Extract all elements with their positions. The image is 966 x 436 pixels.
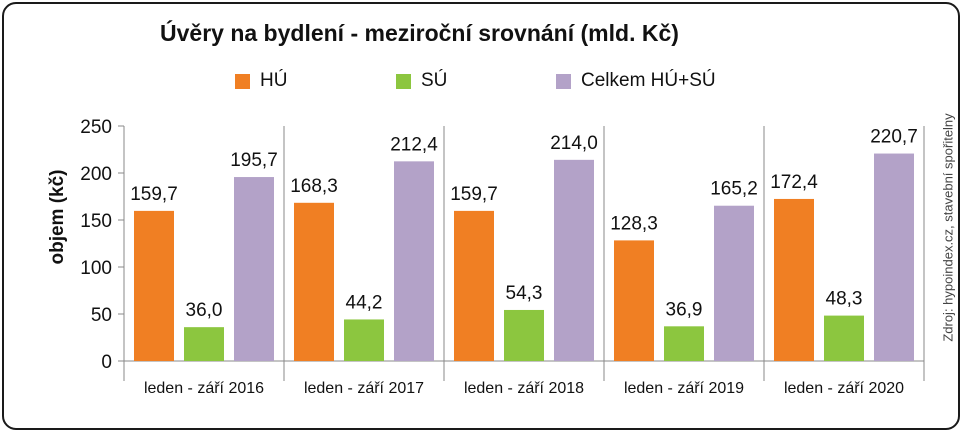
bar-celkem xyxy=(714,205,754,361)
legend-item-celkem: Celkem HÚ+SÚ xyxy=(556,70,716,92)
x-tick-label: leden - září 2016 xyxy=(144,380,264,397)
legend-item-su: SÚ xyxy=(396,70,447,92)
bar-celkem xyxy=(234,177,274,361)
bar-hu xyxy=(134,210,174,361)
bar-su xyxy=(664,326,704,361)
y-tick-label: 100 xyxy=(80,258,112,279)
y-tick-label: 0 xyxy=(101,352,112,373)
legend-item-hu: HÚ xyxy=(235,70,287,92)
bar-celkem xyxy=(554,159,594,361)
y-tick-label: 250 xyxy=(80,117,112,138)
data-label: 159,7 xyxy=(450,184,498,205)
data-label: 168,3 xyxy=(290,176,338,197)
data-label: 220,7 xyxy=(870,127,918,148)
legend-swatch-celkem xyxy=(556,73,571,89)
bar-celkem xyxy=(874,153,914,361)
x-tick-label: leden - září 2019 xyxy=(624,380,744,397)
data-label: 165,2 xyxy=(710,179,758,200)
bar-hu xyxy=(774,198,814,361)
data-label: 36,9 xyxy=(666,299,703,320)
x-tick-label: leden - září 2017 xyxy=(304,380,424,397)
bar-celkem xyxy=(394,161,434,361)
legend-label-celkem: Celkem HÚ+SÚ xyxy=(581,70,716,91)
bar-hu xyxy=(614,240,654,361)
legend-label-hu: HÚ xyxy=(260,70,288,91)
data-label: 48,3 xyxy=(826,289,863,310)
legend-label-su: SÚ xyxy=(421,70,448,91)
y-tick-label: 150 xyxy=(80,211,112,232)
data-label: 212,4 xyxy=(390,134,438,155)
legend-swatch-su xyxy=(396,73,411,89)
x-tick-label: leden - září 2018 xyxy=(464,380,584,397)
bar-su xyxy=(344,319,384,361)
chart-title: Úvěry na bydlení - meziroční srovnání (m… xyxy=(160,20,679,46)
bar-su xyxy=(824,315,864,361)
bar-hu xyxy=(454,210,494,361)
data-label: 44,2 xyxy=(346,292,383,313)
bar-su xyxy=(504,309,544,361)
bar-su xyxy=(184,327,224,361)
data-label: 36,0 xyxy=(186,300,223,321)
legend-swatch-hu xyxy=(235,73,250,89)
y-tick-label: 200 xyxy=(80,164,112,185)
data-label: 195,7 xyxy=(230,150,278,171)
data-label: 54,3 xyxy=(506,283,543,304)
data-label: 214,0 xyxy=(550,133,598,154)
data-label: 128,3 xyxy=(610,213,658,234)
bar-hu xyxy=(294,202,334,361)
data-label: 172,4 xyxy=(770,172,818,193)
data-label: 159,7 xyxy=(130,184,178,205)
y-tick-label: 50 xyxy=(91,305,112,326)
x-tick-label: leden - září 2020 xyxy=(784,380,904,397)
